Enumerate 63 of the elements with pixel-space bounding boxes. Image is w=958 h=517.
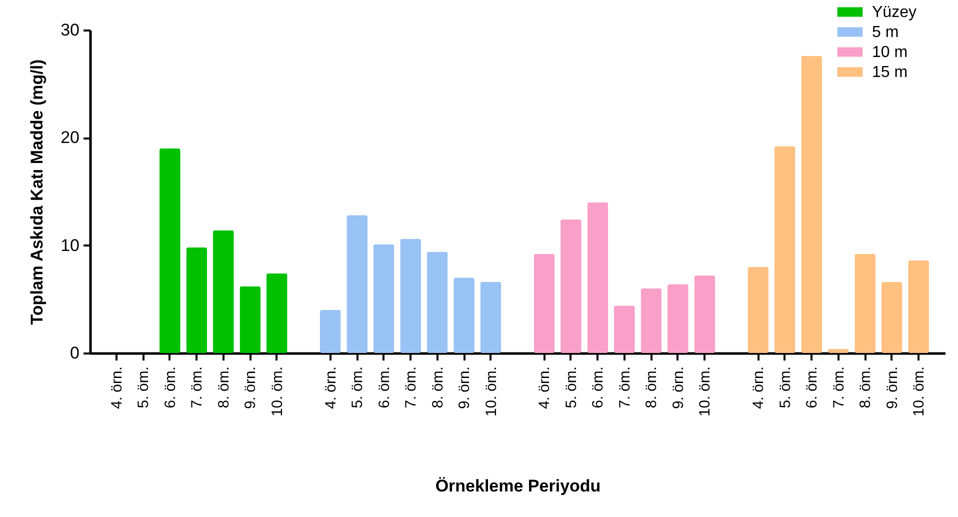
bar [614,306,635,353]
x-tick-label: 7. öm. [188,366,206,408]
bar [587,202,608,353]
x-tick-label: 7. öm. [616,366,634,408]
legend-label: 5 m [872,24,899,41]
x-tick-label: 4. örn. [536,366,554,410]
bar [426,252,448,353]
bar [240,286,261,353]
y-tick-label: 0 [70,344,80,362]
bar [801,56,822,353]
y-tick-label: 10 [60,236,80,255]
bar [480,282,502,353]
bar [320,310,341,353]
x-tick-label: 10. öm. [268,366,286,417]
x-tick-label: 6. öm. [804,366,821,408]
x-tick-label: 9. örn. [456,366,474,410]
x-tick-label: 9. örn. [670,366,687,410]
bar [186,247,208,353]
bar [212,230,234,353]
x-tick-label: 8. öm. [215,366,232,408]
legend-label: 10 m [872,44,908,61]
x-axis-title: Örnekleme Periyodu [435,476,601,496]
x-tick-label: 8. öm. [857,366,874,408]
x-tick-label: 4. örn. [108,366,126,410]
bar [373,244,394,353]
x-tick-label: 5. öm. [135,366,152,408]
x-tick-label: 5. öm. [776,366,794,408]
x-tick-label: 9. örn. [242,366,260,410]
legend-label: Yüzey [872,4,916,21]
x-tick-label: 10. öm. [482,366,500,417]
bar [640,288,662,353]
legend-label: 15 m [872,64,908,81]
x-tick-label: 10. öm. [696,366,714,417]
bar [881,282,902,353]
y-axis-title: Toplam Askıda Katı Madde (mg/l) [28,59,47,325]
y-tick-label: 20 [60,128,80,148]
bar [266,273,288,353]
bar [534,254,555,353]
x-tick-label: 5. öm. [562,366,580,408]
x-tick-label: 8. öm. [643,366,660,408]
bar [748,266,769,353]
x-tick-label: 7. öm. [830,366,848,408]
x-tick-label: 8. öm. [429,366,446,408]
bar [560,219,582,353]
x-tick-label: 6. öm. [590,366,607,408]
bar [346,215,368,353]
bar [908,260,929,353]
x-tick-label: 6. öm. [376,366,393,408]
y-tick-label: 30 [60,20,80,40]
x-tick-label: 9. örn. [884,366,901,410]
bar [160,148,180,353]
x-tick-label: 10. öm. [910,366,928,417]
bar [854,254,876,353]
bar [400,238,421,353]
bar [454,278,474,353]
x-tick-label: 4. örn. [322,366,340,410]
x-tick-label: 7. öm. [402,366,420,408]
x-tick-label: 5. öm. [349,366,366,408]
bar [667,284,688,353]
bar [774,146,796,353]
bar [694,275,716,353]
x-tick-label: 4. örn. [750,366,768,410]
x-tick-label: 6. öm. [162,366,179,408]
